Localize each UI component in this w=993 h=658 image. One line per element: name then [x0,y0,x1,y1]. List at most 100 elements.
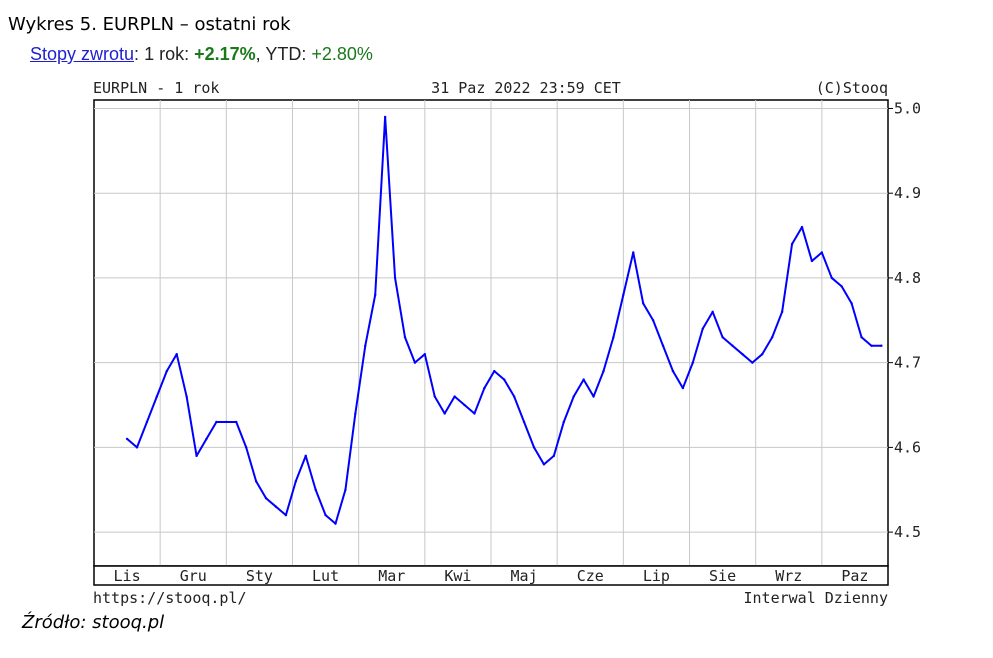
x-tick-label: Paz [841,567,868,585]
x-tick-label: Lis [114,567,141,585]
data-point [602,369,605,373]
ytd-value: +2.80% [311,44,373,64]
data-point [701,327,704,330]
data-point [145,420,149,424]
data-point [334,522,337,525]
data-point [622,293,625,297]
x-tick-label: Sie [709,567,736,585]
data-point [155,395,159,398]
data-point [800,225,804,229]
y-tick-label: 4.8 [894,269,921,287]
data-point [393,276,397,280]
data-point [790,242,794,246]
data-point [195,454,198,458]
data-point [810,259,814,263]
data-point [641,302,645,305]
returns-link[interactable]: Stopy zwrotu [30,44,135,64]
data-point [612,336,615,339]
data-point [244,446,248,449]
data-point [771,336,774,339]
data-point [463,403,466,407]
data-point [562,420,565,424]
chart-footer-left: https://stooq.pl/ [93,589,247,607]
data-point [374,293,377,297]
data-point [582,378,585,381]
data-point [761,352,764,356]
data-point [860,336,863,339]
data-point [493,369,496,373]
chart-footer-right: Interwal Dzienny [744,589,889,607]
x-tick-label: Gru [180,567,207,585]
x-tick-label: Lip [643,567,670,585]
series-layer [125,115,883,525]
one-year-value: +2.17% [194,44,256,64]
figure-caption: Wykres 5. EURPLN – ostatni rok [8,14,291,35]
data-point [780,310,784,314]
data-point [473,412,476,415]
y-tick-label: 4.5 [894,523,921,541]
x-tick-label: Wrz [775,567,802,585]
data-point [850,302,853,305]
chart-header-center: 31 Paz 2022 23:59 CET [431,79,621,97]
x-tick-label: Maj [511,567,538,585]
y-tick-label: 4.9 [894,184,921,202]
data-point [830,276,833,280]
x-tick-label: Kwi [444,567,471,585]
y-tick-label: 4.7 [894,354,921,372]
y-tick-label: 5.0 [894,99,921,117]
data-point [165,369,168,373]
source-note: Źródło: stooq.pl [22,612,165,633]
x-tick-label: Sty [246,567,273,585]
data-point [691,361,695,364]
returns-summary: Stopy zwrotu: 1 rok: +2.17%, YTD: +2.80% [30,44,373,65]
data-point [741,352,744,356]
data-point [681,386,685,390]
data-point [512,395,516,398]
data-point [711,310,714,314]
y-axis-labels: 4.5 4.6 4.7 4.8 4.9 5.0 [888,99,921,541]
x-tick-label: Cze [577,567,604,585]
x-tick-label: Lut [312,567,339,585]
data-point [403,336,407,339]
data-point [125,437,129,441]
data-point [880,344,883,347]
data-point [294,480,298,483]
y-tick-label: 4.6 [894,438,921,456]
data-point [671,369,675,373]
data-point [572,395,575,398]
data-point [453,395,456,398]
data-point [751,361,754,364]
data-point [651,319,655,322]
x-tick-label: Mar [378,567,405,585]
data-point [661,344,665,347]
ytd-label: , YTD: [255,44,312,64]
data-point [185,395,188,398]
data-point [443,412,446,415]
data-point [254,480,258,483]
data-point [592,395,595,398]
data-point [542,463,546,466]
data-point [344,488,347,491]
x-axis-labels: Lis Gru Sty Lut Mar Kwi Maj Cze Lip Sie Wrz Paz [114,567,869,585]
data-point [433,395,436,398]
data-point [215,420,218,424]
data-point [532,446,536,449]
data-point [820,251,824,254]
data-point [354,412,357,415]
data-point [284,513,288,517]
data-point [235,420,238,424]
data-point [840,285,843,288]
data-point [503,378,506,381]
data-point [870,344,873,347]
chart-header-left: EURPLN - 1 rok [93,79,219,97]
data-point [383,115,387,119]
data-point [274,505,278,508]
data-point [483,386,486,390]
data-point [324,513,327,517]
data-point [731,344,734,347]
data-point [522,420,526,424]
data-point [264,497,268,500]
data-point [304,454,307,458]
data-point [175,352,178,356]
